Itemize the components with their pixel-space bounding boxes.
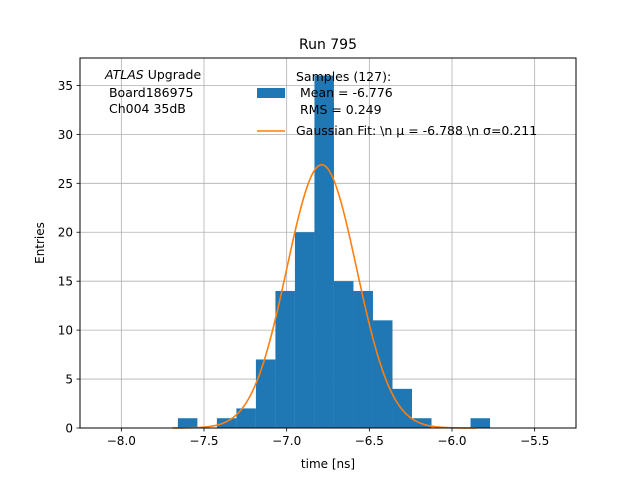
legend-samples-line-2: Mean = -6.776: [296, 85, 393, 100]
legend-samples-line-3: RMS = 0.249: [296, 102, 382, 117]
y-tick-label: 25: [58, 177, 73, 191]
legend-swatch-samples: [257, 88, 285, 98]
legend-fit-label: Gaussian Fit: \n μ = -6.788 \n σ=0.211: [296, 123, 537, 138]
x-tick-label: −7.5: [189, 434, 218, 448]
annotation-channel: Ch004 35dB: [105, 101, 186, 116]
histogram-bar: [177, 418, 198, 428]
y-axis-label: Entries: [33, 222, 47, 264]
fit-curve: [172, 163, 477, 429]
histogram-bar: [470, 418, 491, 428]
histogram-bar: [314, 75, 334, 428]
histogram-bar: [372, 320, 393, 428]
histogram-bar: [236, 408, 256, 428]
y-tick-label: 5: [65, 373, 73, 387]
y-tick-label: 0: [65, 422, 73, 436]
histogram-bars: [177, 75, 491, 428]
x-tick-label: −6.5: [355, 434, 384, 448]
atlas-annotation: ATLAS Upgrade Board186975 Ch004 35dB: [104, 67, 201, 116]
histogram-bar: [275, 290, 295, 428]
x-tick-label: −7.0: [272, 434, 301, 448]
histogram-bar: [353, 290, 373, 428]
annotation-atlas: ATLAS: [104, 67, 144, 82]
histogram-bar: [294, 232, 315, 428]
y-tick-label: 30: [58, 128, 73, 142]
histogram-bar: [255, 359, 276, 428]
x-tick-label: −6.0: [437, 434, 466, 448]
histogram-bar: [333, 281, 354, 428]
y-tick-label: 10: [58, 324, 73, 338]
chart-title: Run 795: [299, 37, 357, 53]
gaussian-fit: [172, 163, 477, 429]
y-tick-label: 35: [58, 79, 73, 93]
x-tick-label: −5.5: [520, 434, 549, 448]
annotation-line-1: ATLAS Upgrade: [104, 67, 201, 82]
plot-frame: [79, 57, 577, 429]
annotation-upgrade: Upgrade: [144, 67, 202, 82]
annotation-board: Board186975: [105, 85, 193, 100]
y-tick-label: 15: [58, 275, 73, 289]
histogram-bar: [216, 418, 237, 428]
y-tick-label: 20: [58, 226, 73, 240]
x-tick-label: −8.0: [107, 434, 136, 448]
legend: Samples (127): Mean = -6.776 RMS = 0.249…: [257, 69, 537, 138]
legend-samples-line-1: Samples (127):: [296, 69, 391, 84]
x-axis-label: time [ns]: [301, 457, 355, 471]
axis-ticks: −8.0 −7.5 −7.0 −6.5 −6.0 −5.5 0 5 10 15 20 25 30 35: [58, 79, 550, 448]
